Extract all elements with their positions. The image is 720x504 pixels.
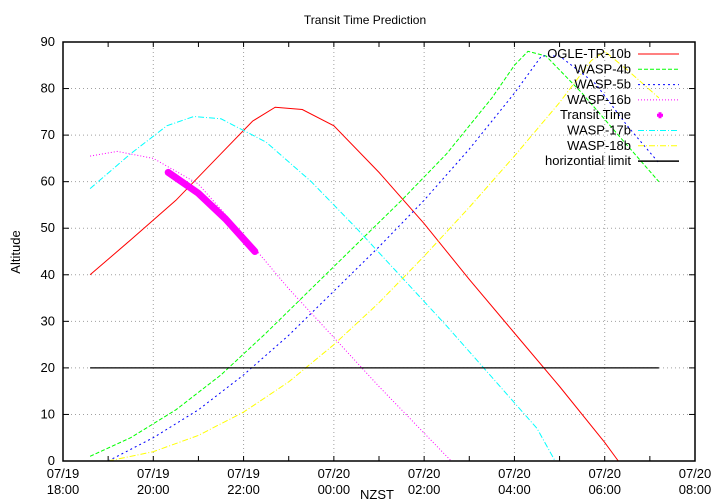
y-tick-label: 20 bbox=[41, 360, 55, 375]
y-tick-label: 10 bbox=[41, 406, 55, 421]
series-wasp-4b bbox=[89, 50, 660, 457]
x-tick-time: 08:00 bbox=[679, 482, 712, 497]
x-tick-time: 18:00 bbox=[47, 482, 80, 497]
x-tick-date: 07/20 bbox=[679, 466, 712, 481]
y-tick-label: 30 bbox=[41, 313, 55, 328]
x-tick-time: 02:00 bbox=[408, 482, 441, 497]
legend-label: horizontial limit bbox=[545, 153, 631, 168]
x-tick-date: 07/19 bbox=[47, 466, 80, 481]
y-tick-label: 60 bbox=[41, 174, 55, 189]
series-wasp-5b bbox=[107, 55, 660, 462]
legend-plus-icon bbox=[657, 112, 663, 119]
y-tick-label: 90 bbox=[41, 34, 55, 49]
x-tick-time: 06:00 bbox=[588, 482, 621, 497]
y-tick-label: 80 bbox=[41, 81, 55, 96]
x-tick-time: 20:00 bbox=[137, 482, 170, 497]
y-tick-label: 70 bbox=[41, 127, 55, 142]
legend-label: WASP-16b bbox=[567, 92, 631, 107]
series-lines bbox=[89, 50, 660, 462]
axis-ticks: 010203040506070809007/1918:0007/1920:000… bbox=[41, 34, 712, 497]
x-tick-time: 00:00 bbox=[318, 482, 351, 497]
x-tick-date: 07/19 bbox=[227, 466, 260, 481]
x-tick-date: 07/19 bbox=[137, 466, 170, 481]
y-tick-label: 0 bbox=[48, 453, 55, 468]
legend-label: Transit Time bbox=[560, 107, 631, 122]
legend-label: WASP-17b bbox=[567, 123, 631, 138]
x-tick-date: 07/20 bbox=[498, 466, 531, 481]
x-tick-date: 07/20 bbox=[318, 466, 351, 481]
transit-time-markers bbox=[164, 168, 259, 255]
x-tick-date: 07/20 bbox=[408, 466, 441, 481]
series-wasp-17b bbox=[89, 115, 556, 462]
legend: OGLE-TR-10bWASP-4bWASP-5bWASP-16bTransit… bbox=[545, 46, 679, 168]
x-tick-time: 04:00 bbox=[498, 482, 531, 497]
chart-title: Transit Time Prediction bbox=[304, 13, 426, 27]
x-tick-date: 07/20 bbox=[588, 466, 621, 481]
y-tick-label: 40 bbox=[41, 267, 55, 282]
plot-frame bbox=[62, 41, 696, 462]
series-wasp-18b bbox=[107, 50, 660, 462]
legend-label: OGLE-TR-10b bbox=[547, 46, 631, 61]
legend-label: WASP-4b bbox=[574, 61, 631, 76]
x-axis-label: NZST bbox=[360, 487, 394, 502]
y-tick-label: 50 bbox=[41, 220, 55, 235]
legend-label: WASP-18b bbox=[567, 138, 631, 153]
series-wasp-16b bbox=[90, 150, 452, 462]
x-tick-time: 22:00 bbox=[227, 482, 260, 497]
y-axis-label: Altitude bbox=[8, 230, 23, 273]
legend-label: WASP-5b bbox=[574, 77, 631, 92]
series-ogle-tr-10b bbox=[89, 106, 619, 462]
